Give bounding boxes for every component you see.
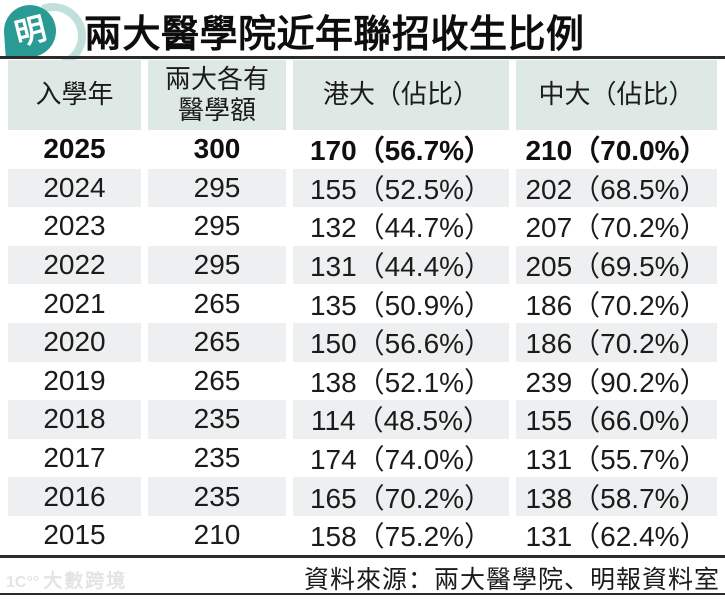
cell-hku: 150（56.6%） [293, 322, 509, 362]
cell-year: 2018 [8, 400, 141, 439]
col-header-quota: 兩大各有 醫學額 [148, 59, 286, 130]
cell-quota: 265 [148, 284, 286, 323]
cell-cuhk: 131（55.7%） [516, 438, 717, 478]
cell-hku: 170（56.7%） [293, 130, 509, 169]
cell-quota: 210 [148, 515, 286, 555]
cell-year: 2019 [8, 361, 141, 401]
cell-year: 2015 [8, 515, 141, 555]
cell-quota: 235 [148, 438, 286, 478]
cell-hku: 138（52.1%） [293, 361, 509, 401]
cell-cuhk: 131（62.4%） [516, 515, 717, 555]
cell-cuhk: 155（66.0%） [516, 400, 717, 439]
watermark-logo-icon: 1C°° [6, 574, 40, 591]
cell-hku: 174（74.0%） [293, 438, 509, 478]
col-header-cuhk-label: 中大（佔比） [538, 79, 695, 110]
cell-hku: 158（75.2%） [293, 515, 509, 555]
cell-quota: 235 [148, 400, 286, 439]
cell-cuhk: 207（70.2%） [516, 207, 717, 246]
cell-quota: 235 [148, 477, 286, 516]
cell-hku: 131（44.4%） [293, 245, 509, 285]
cell-quota: 265 [148, 322, 286, 362]
bottom-rule [0, 592, 725, 595]
cell-year: 2024 [8, 168, 141, 208]
top-rule [0, 56, 725, 59]
cell-quota: 265 [148, 361, 286, 401]
admissions-table: 入學年 兩大各有 醫學額 港大（佔比） 中大（佔比） 2025 300 170（… [8, 59, 717, 555]
cell-cuhk: 138（58.7%） [516, 477, 717, 516]
cell-cuhk: 186（70.2%） [516, 322, 717, 362]
cell-quota: 295 [148, 207, 286, 246]
cell-hku: 114（48.5%） [293, 400, 509, 439]
logo-glyph: 明 [10, 10, 50, 52]
cell-cuhk: 186（70.2%） [516, 284, 717, 323]
cell-hku: 165（70.2%） [293, 477, 509, 516]
cell-year: 2023 [8, 207, 141, 246]
cell-quota: 300 [148, 130, 286, 169]
cell-year: 2016 [8, 477, 141, 516]
cell-year: 2025 [8, 130, 141, 169]
mid-rule [0, 555, 725, 558]
watermark-text: 大數跨境 [43, 571, 128, 592]
col-header-quota-line2: 醫學額 [177, 94, 256, 125]
col-header-cuhk: 中大（佔比） [516, 59, 717, 130]
cell-hku: 132（44.7%） [293, 207, 509, 246]
mingpao-logo: 明 [2, 0, 97, 80]
cell-cuhk: 205（69.5%） [516, 245, 717, 285]
col-header-year: 入學年 [8, 59, 141, 130]
cell-hku: 155（52.5%） [293, 168, 509, 208]
col-header-hku: 港大（佔比） [293, 59, 509, 130]
cell-quota: 295 [148, 245, 286, 285]
watermark: 1C°° 大數跨境 [6, 566, 127, 593]
cell-year: 2020 [8, 322, 141, 362]
cell-hku: 135（50.9%） [293, 284, 509, 323]
col-header-hku-label: 港大（佔比） [322, 79, 479, 110]
source-credit: 資料來源：兩大醫學院、明報資料室 [303, 566, 720, 594]
col-header-quota-line1: 兩大各有 [164, 64, 269, 95]
page-title: 兩大醫學院近年聯招收生比例 [84, 14, 585, 56]
cell-cuhk: 202（68.5%） [516, 168, 717, 208]
cell-quota: 295 [148, 168, 286, 208]
cell-cuhk: 210（70.0%） [516, 130, 717, 169]
col-header-year-label: 入學年 [35, 79, 114, 110]
cell-year: 2017 [8, 438, 141, 478]
cell-cuhk: 239（90.2%） [516, 361, 717, 401]
cell-year: 2022 [8, 245, 141, 285]
cell-year: 2021 [8, 284, 141, 323]
